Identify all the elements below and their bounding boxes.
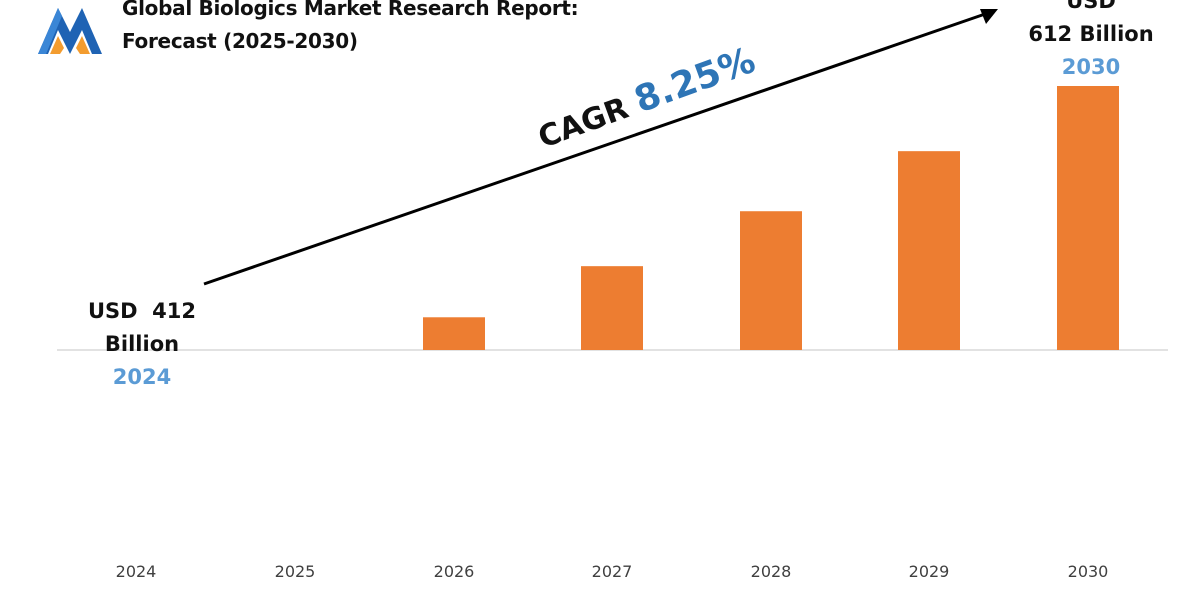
start-year-label: 2024 (112, 365, 172, 389)
title-line-2: Forecast (2025-2030) (122, 29, 358, 53)
bars-group (423, 86, 1119, 350)
end-year-label: 2030 (1061, 55, 1121, 79)
x-tick-labels: 2024 2025 2026 2027 2028 2029 2030 (116, 562, 1109, 581)
bar-2026 (423, 317, 485, 350)
m-logo-icon (38, 8, 102, 54)
start-value-annotation: USD 412 Billion 2024 (82, 295, 202, 394)
title-line-1: Global Biologics Market Research Report: (122, 0, 579, 20)
x-tick-label-2025: 2025 (275, 562, 316, 581)
x-tick-label-2026: 2026 (434, 562, 475, 581)
x-tick-label-2027: 2027 (592, 562, 633, 581)
page-title: Global Biologics Market Research Report:… (122, 0, 579, 58)
x-tick-label-2028: 2028 (751, 562, 792, 581)
start-value-line2: Billion (104, 332, 180, 356)
bar-2028 (740, 211, 802, 350)
x-tick-label-2030: 2030 (1068, 562, 1109, 581)
end-value-line1: USD (1066, 0, 1116, 13)
trend-arrow-head (980, 9, 998, 24)
bar-2027 (581, 266, 643, 350)
end-value-annotation: USD 612 Billion 2030 (1016, 0, 1166, 84)
bar-2029 (898, 151, 960, 350)
bar-2030 (1057, 86, 1119, 350)
x-tick-label-2029: 2029 (909, 562, 950, 581)
x-tick-label-2024: 2024 (116, 562, 157, 581)
trend-arrow-line (203, 11, 989, 286)
end-value-line2: 612 Billion (1028, 22, 1154, 46)
start-value-line1: USD 412 (87, 299, 197, 323)
